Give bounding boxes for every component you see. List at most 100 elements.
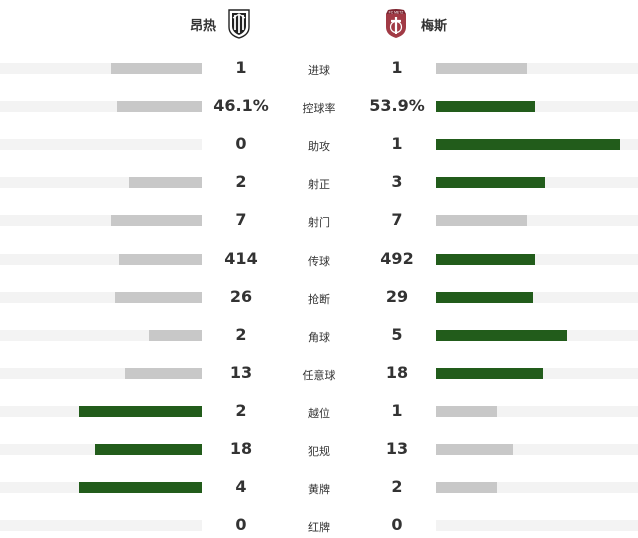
away-value: 2 [391,477,403,496]
stat-row: 0 助攻 1 [0,133,638,157]
home-value: 7 [235,210,247,229]
away-value: 492 [380,249,414,268]
match-header: 昂热 FC METZ 梅斯 [0,0,638,48]
stat-row: 2 射正 3 [0,171,638,195]
home-bar [129,177,202,188]
away-bar [436,444,513,455]
away-value: 7 [391,210,403,229]
metz-logo-text: FC METZ [389,10,404,14]
stat-row: 18 犯规 13 [0,438,638,462]
home-bar [115,292,202,303]
home-bar-track [0,444,202,455]
stat-label: 进球 [308,64,330,77]
home-bar-track [0,101,202,112]
home-bar [119,254,202,265]
home-bar [125,368,202,379]
home-bar-track [0,330,202,341]
home-value: 13 [229,363,253,382]
stat-label: 角球 [308,331,330,344]
metz-crest-icon: FC METZ [386,9,406,38]
away-bar [436,101,535,112]
away-value: 53.9% [369,96,425,115]
away-value: 5 [391,325,403,344]
away-bar [436,63,527,74]
stat-label: 任意球 [302,369,336,382]
away-bar-track [436,177,638,188]
home-bar [111,215,202,226]
home-bar [149,330,202,341]
home-value: 2 [235,172,247,191]
away-bar [436,139,620,150]
away-bar-track [436,215,638,226]
stat-row: 2 角球 5 [0,324,638,348]
home-value: 0 [235,134,247,153]
home-value: 414 [224,249,258,268]
away-value: 3 [391,172,403,191]
away-bar-track [436,482,638,493]
stat-label: 犯规 [308,445,330,458]
home-team-name: 昂热 [190,19,217,34]
stat-row: 0 红牌 0 [0,514,638,538]
stat-row: 46.1% 控球率 53.9% [0,95,638,119]
home-value: 4 [235,477,247,496]
home-value: 18 [229,439,253,458]
away-bar-track [436,63,638,74]
away-value: 18 [385,363,409,382]
angers-crest-icon [228,9,250,39]
away-bar [436,406,497,417]
home-bar-track [0,177,202,188]
stat-label: 助攻 [308,140,330,153]
away-bar [436,254,535,265]
away-bar-track [436,254,638,265]
stat-label: 红牌 [308,521,330,534]
home-bar-track [0,482,202,493]
away-bar [436,330,567,341]
away-value: 1 [391,134,403,153]
away-value: 29 [385,287,409,306]
stat-row: 1 进球 1 [0,57,638,81]
home-bar-track [0,139,202,150]
away-bar [436,482,497,493]
home-bar [79,482,202,493]
away-bar-track [436,406,638,417]
away-value: 1 [391,58,403,77]
away-bar [436,215,527,226]
home-bar-track [0,520,202,531]
away-value: 0 [391,515,403,534]
away-bar [436,368,543,379]
home-bar-track [0,63,202,74]
home-bar-track [0,254,202,265]
away-bar-track [436,139,638,150]
away-bar-track [436,444,638,455]
home-value: 2 [235,325,247,344]
stat-row: 7 射门 7 [0,209,638,233]
stat-label: 控球率 [302,102,336,115]
away-bar-track [436,368,638,379]
away-bar-track [436,330,638,341]
home-bar-track [0,292,202,303]
home-bar [117,101,202,112]
away-value: 13 [385,439,409,458]
home-bar [95,444,202,455]
home-bar [111,63,202,74]
away-team-name: 梅斯 [421,19,448,34]
home-value: 0 [235,515,247,534]
stat-label: 射正 [308,178,330,191]
home-value: 2 [235,401,247,420]
stat-label: 越位 [308,407,330,420]
home-bar [79,406,202,417]
away-value: 1 [391,401,403,420]
away-bar [436,177,545,188]
away-bar [436,292,533,303]
home-bar-track [0,215,202,226]
stat-label: 黄牌 [308,483,330,496]
home-value: 1 [235,58,247,77]
away-bar-track [436,520,638,531]
stat-row: 26 抢断 29 [0,286,638,310]
stat-label: 射门 [308,216,330,229]
away-bar-track [436,292,638,303]
home-value: 46.1% [213,96,269,115]
home-value: 26 [229,287,253,306]
home-bar-track [0,406,202,417]
away-bar-track [436,101,638,112]
